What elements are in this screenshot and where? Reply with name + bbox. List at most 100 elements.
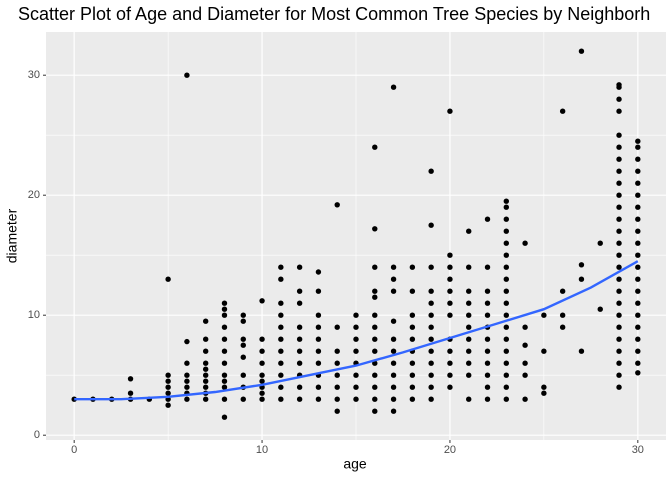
point — [503, 336, 510, 342]
point — [503, 348, 510, 354]
point — [428, 336, 434, 342]
point — [616, 228, 622, 234]
point — [221, 372, 228, 378]
point — [372, 324, 378, 330]
point — [635, 252, 641, 258]
point — [221, 306, 228, 312]
point — [390, 372, 397, 378]
point — [466, 360, 472, 366]
point — [409, 396, 416, 402]
point — [315, 324, 322, 330]
point — [428, 360, 434, 366]
point — [522, 360, 528, 366]
point — [428, 324, 434, 330]
point — [221, 378, 228, 384]
point — [221, 384, 228, 390]
point — [635, 348, 641, 354]
point — [503, 384, 510, 390]
point — [635, 156, 641, 162]
point — [278, 396, 284, 402]
point — [447, 348, 453, 354]
point — [578, 276, 585, 282]
point — [466, 288, 472, 294]
x-tick-label: 30 — [632, 444, 644, 456]
point — [578, 348, 585, 354]
point — [259, 298, 265, 304]
x-axis-title: age — [343, 456, 367, 472]
point — [240, 342, 246, 348]
point — [635, 336, 641, 342]
point — [259, 396, 265, 402]
point — [296, 324, 303, 330]
chart-title: Scatter Plot of Age and Diameter for Mos… — [18, 4, 650, 24]
point — [278, 312, 284, 318]
point — [390, 348, 397, 354]
point — [616, 96, 622, 102]
point — [447, 252, 453, 258]
point — [202, 336, 209, 342]
point — [616, 336, 622, 342]
point — [372, 348, 378, 354]
point — [165, 390, 171, 396]
point — [503, 198, 510, 204]
point — [484, 312, 491, 318]
point — [315, 336, 322, 342]
point — [635, 324, 641, 330]
point — [484, 396, 491, 402]
point — [616, 156, 622, 162]
point — [541, 384, 547, 390]
point — [635, 300, 641, 306]
point — [390, 360, 397, 366]
point — [165, 276, 171, 282]
point — [240, 318, 246, 324]
point — [390, 318, 397, 324]
point — [428, 372, 434, 378]
point — [202, 366, 209, 372]
point — [559, 288, 566, 294]
point — [616, 252, 622, 258]
point — [635, 240, 641, 246]
point — [616, 108, 622, 114]
point — [635, 312, 641, 318]
point — [278, 336, 284, 342]
point — [409, 312, 416, 318]
point — [484, 372, 491, 378]
point — [503, 360, 510, 366]
point — [635, 144, 641, 150]
point — [616, 192, 622, 198]
point — [578, 262, 585, 268]
point — [184, 372, 190, 378]
point — [315, 396, 322, 402]
point — [635, 204, 641, 210]
point — [559, 312, 566, 318]
point — [635, 138, 641, 144]
point — [616, 216, 622, 222]
point — [541, 390, 547, 396]
point — [466, 264, 472, 270]
point — [616, 348, 622, 354]
point — [466, 348, 472, 354]
point — [409, 336, 416, 342]
point — [296, 264, 303, 270]
point — [428, 396, 434, 402]
point — [447, 108, 453, 114]
point — [578, 48, 585, 54]
point — [259, 348, 265, 354]
y-tick-label: 20 — [28, 189, 40, 201]
point — [503, 288, 510, 294]
point — [127, 390, 134, 396]
point — [221, 360, 228, 366]
point — [503, 252, 510, 258]
point — [315, 288, 322, 294]
point — [334, 372, 340, 378]
point — [447, 276, 453, 282]
point — [278, 384, 284, 390]
point — [635, 264, 641, 270]
point — [635, 168, 641, 174]
point — [409, 324, 416, 330]
point — [503, 240, 510, 246]
point — [334, 324, 340, 330]
point — [484, 336, 491, 342]
point — [372, 408, 378, 414]
